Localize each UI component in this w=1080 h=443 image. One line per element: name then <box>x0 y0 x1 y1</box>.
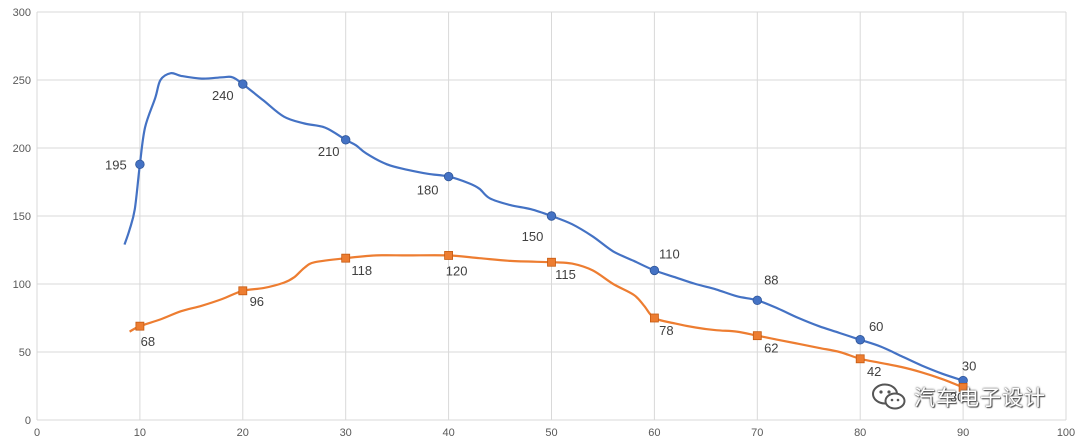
data-label: 88 <box>764 272 778 287</box>
chart-series <box>123 71 968 392</box>
data-label: 180 <box>417 183 439 198</box>
x-tick-label: 10 <box>134 427 146 439</box>
data-point-marker <box>443 171 454 182</box>
y-tick-label: 0 <box>25 415 31 427</box>
data-point-marker <box>341 253 351 263</box>
data-label: 118 <box>351 263 372 278</box>
x-tick-label: 50 <box>545 427 557 439</box>
x-tick-label: 100 <box>1057 427 1075 439</box>
data-point-marker <box>855 335 865 345</box>
data-point-marker <box>649 265 660 276</box>
watermark: 汽车电子设计 <box>870 382 1046 412</box>
data-point-marker <box>444 251 454 260</box>
data-point-marker <box>135 321 145 331</box>
x-tick-label: 80 <box>854 427 866 439</box>
wechat-icon <box>872 383 906 410</box>
data-point-marker <box>958 382 968 392</box>
chart-axes: 0 50 100 150 200 250 300 0 10 20 30 40 50 60 70 80 90 100 <box>13 7 1076 439</box>
y-tick-label: 300 <box>13 7 31 19</box>
data-point-marker <box>752 295 763 306</box>
x-tick-label: 90 <box>957 427 969 439</box>
data-label: 60 <box>869 319 883 334</box>
data-label: 195 <box>105 157 127 172</box>
data-point-marker <box>650 313 659 323</box>
data-point-marker <box>135 159 145 170</box>
data-label: 68 <box>141 334 155 349</box>
data-label: 120 <box>446 263 468 278</box>
data-label: 42 <box>867 364 881 379</box>
data-point-marker <box>546 211 557 221</box>
data-point-marker <box>238 79 248 89</box>
data-label: 210 <box>318 144 340 159</box>
data-label: 78 <box>659 323 673 338</box>
data-label: 96 <box>250 294 264 309</box>
data-label: 62 <box>764 341 778 356</box>
x-tick-label: 20 <box>237 427 249 439</box>
data-point-marker <box>855 354 865 364</box>
y-tick-label: 150 <box>13 211 31 223</box>
data-label: 240 <box>212 88 234 103</box>
series-line-1 <box>123 71 964 382</box>
watermark-text: 汽车电子设计 <box>914 386 1046 410</box>
data-point-marker <box>238 286 248 296</box>
data-label: 150 <box>522 229 544 244</box>
data-label: 115 <box>555 267 576 282</box>
x-tick-label: 60 <box>648 427 660 439</box>
data-point-marker <box>341 135 351 145</box>
data-point-marker <box>752 331 762 341</box>
x-tick-label: 70 <box>751 427 763 439</box>
x-tick-label: 30 <box>340 427 352 439</box>
x-tick-label: 0 <box>34 427 40 439</box>
y-tick-label: 50 <box>19 347 31 359</box>
data-label: 30 <box>950 389 964 404</box>
y-tick-label: 200 <box>13 143 31 155</box>
x-tick-label: 40 <box>442 427 454 439</box>
y-tick-label: 100 <box>13 279 31 291</box>
series-line-2 <box>129 254 964 389</box>
data-point-marker <box>547 257 556 267</box>
data-label: 110 <box>659 246 680 261</box>
y-tick-label: 250 <box>13 75 31 87</box>
data-label: 30 <box>962 359 976 374</box>
chart-data-labels: 195 240 210 180 150 110 88 60 30 68 96 118 120 115 78 6… <box>105 88 976 404</box>
